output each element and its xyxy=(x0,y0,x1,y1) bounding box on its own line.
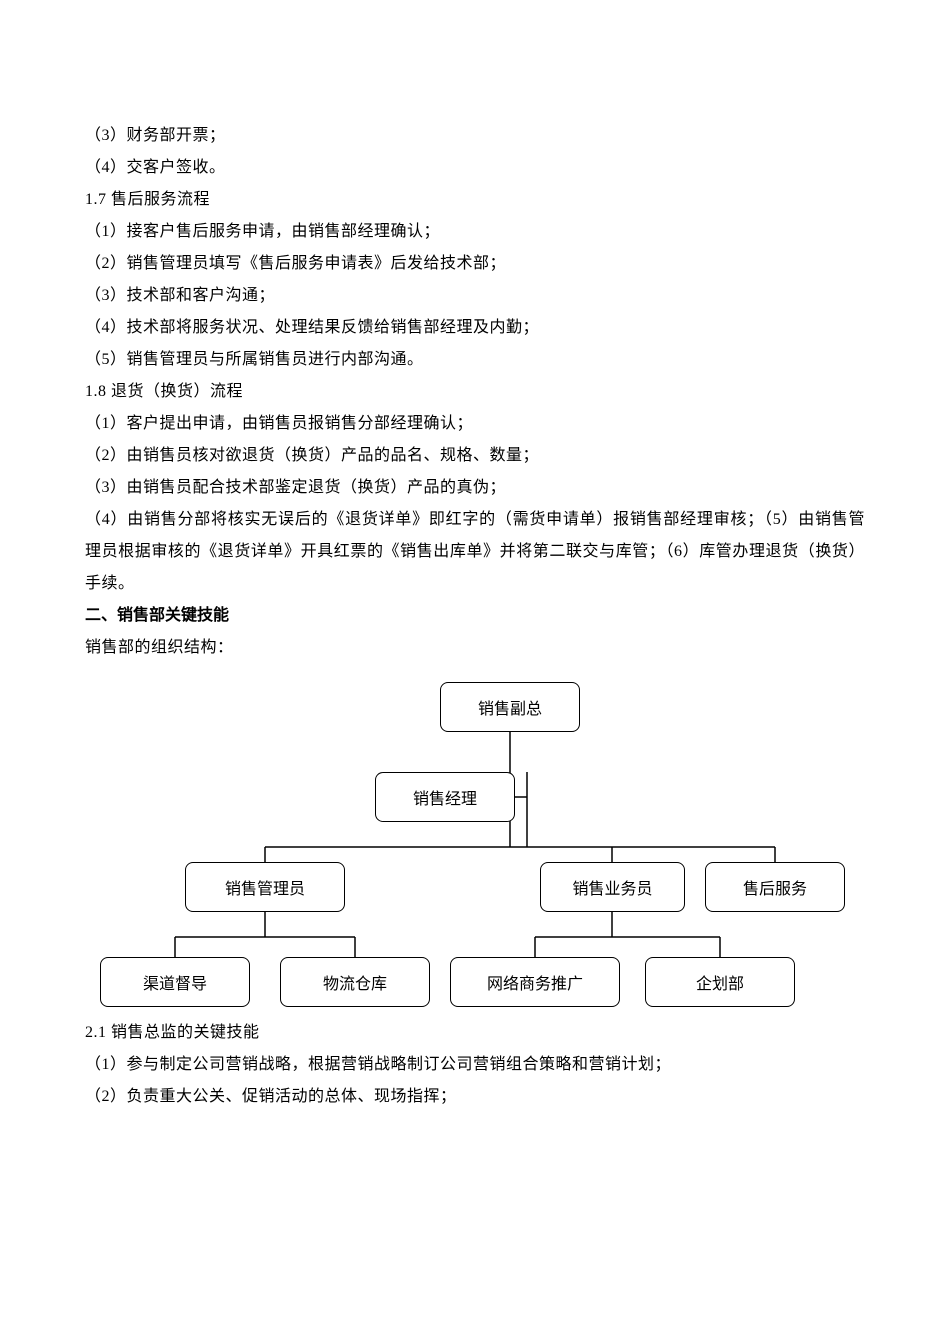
text-line: （2）销售管理员填写《售后服务申请表》后发给技术部； xyxy=(85,248,865,280)
text-line: 销售部的组织结构： xyxy=(85,632,865,664)
text-line: （2）负责重大公关、促销活动的总体、现场指挥； xyxy=(85,1081,865,1113)
org-node-aftersales: 售后服务 xyxy=(705,862,845,912)
text-line: （1）客户提出申请，由销售员报销售分部经理确认； xyxy=(85,408,865,440)
text-line: （5）销售管理员与所属销售员进行内部沟通。 xyxy=(85,344,865,376)
org-node-channel: 渠道督导 xyxy=(100,957,250,1007)
text-line: （4）交客户签收。 xyxy=(85,152,865,184)
text-line: （1）参与制定公司营销战略，根据营销战略制订公司营销组合策略和营销计划； xyxy=(85,1049,865,1081)
text-line: （3）技术部和客户沟通； xyxy=(85,280,865,312)
text-line: （1）接客户售后服务申请，由销售部经理确认； xyxy=(85,216,865,248)
subheading-1-8: 1.8 退货（换货）流程 xyxy=(85,376,865,408)
org-node-warehouse: 物流仓库 xyxy=(280,957,430,1007)
org-node-sales: 销售业务员 xyxy=(540,862,685,912)
text-line: （3）财务部开票； xyxy=(85,120,865,152)
text-line: （4）技术部将服务状况、处理结果反馈给销售部经理及内勤； xyxy=(85,312,865,344)
org-node-ecommerce: 网络商务推广 xyxy=(450,957,620,1007)
text-line: （2）由销售员核对欲退货（换货）产品的品名、规格、数量； xyxy=(85,440,865,472)
text-paragraph: （4）由销售分部将核实无误后的《退货详单》即红字的（需货申请单）报销售部经理审核… xyxy=(85,504,865,600)
text-line: （3）由销售员配合技术部鉴定退货（换货）产品的真伪； xyxy=(85,472,865,504)
heading-section-2: 二、销售部关键技能 xyxy=(85,600,865,632)
subheading-1-7: 1.7 售后服务流程 xyxy=(85,184,865,216)
org-node-admin: 销售管理员 xyxy=(185,862,345,912)
org-node-vp: 销售副总 xyxy=(440,682,580,732)
org-node-planning: 企划部 xyxy=(645,957,795,1007)
subheading-2-1: 2.1 销售总监的关键技能 xyxy=(85,1017,865,1049)
org-chart: 销售副总 销售经理 销售管理员 销售业务员 售后服务 渠道督导 物流仓库 网络商… xyxy=(85,672,865,1017)
org-node-manager: 销售经理 xyxy=(375,772,515,822)
